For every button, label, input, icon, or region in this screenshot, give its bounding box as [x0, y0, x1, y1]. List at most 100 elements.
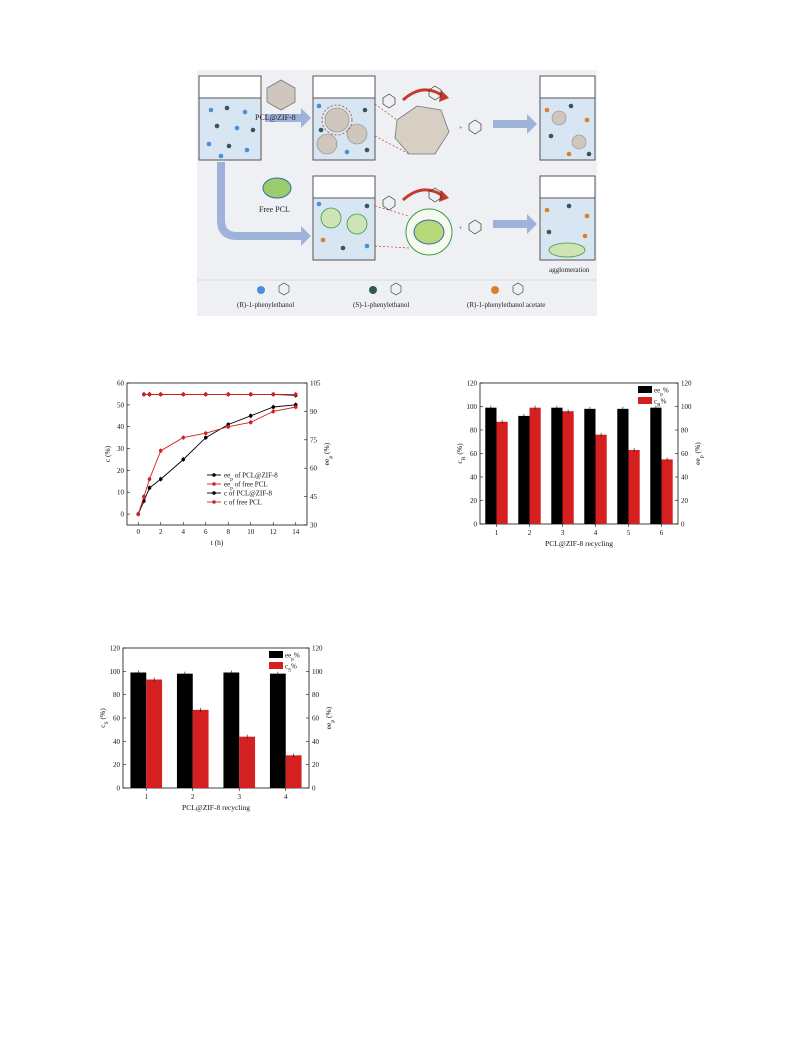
bar-conversion	[192, 709, 209, 788]
data-point	[293, 392, 298, 397]
bar-conversion	[562, 411, 574, 524]
plot-frame	[126, 382, 308, 526]
legend-label: eep of PCL@ZIF-8	[224, 472, 278, 483]
molecule-dot	[544, 207, 550, 213]
y2-tick-label: 0	[681, 521, 685, 529]
legend-dot-acetate	[491, 286, 499, 294]
plot-frame	[479, 382, 679, 525]
y-tick-label: 20	[117, 467, 125, 475]
series-line-3	[137, 406, 296, 515]
molecule-dot	[226, 143, 232, 149]
y2-tick-label: 40	[681, 474, 689, 482]
legend-label: eep%	[654, 387, 669, 398]
data-point	[248, 413, 253, 418]
molecule-dot	[364, 243, 370, 249]
bar-conversion	[628, 449, 640, 524]
y-tick-label: 40	[117, 423, 125, 431]
legend-marker	[212, 500, 216, 504]
data-point	[203, 392, 208, 397]
y2-tick-label: 60	[310, 465, 318, 473]
x-tick-label: 8	[227, 528, 231, 536]
bar-eep	[551, 407, 563, 524]
legend-label: c of PCL@ZIF-8	[224, 490, 273, 498]
y2-tick-label: 20	[312, 761, 320, 769]
molecule-dot	[566, 203, 572, 209]
recycling-chart-s: 0 0 20 20 40 40 60 60 80 80 100 100 120 120 1 2 3 4 PCL@ZI…	[95, 640, 365, 815]
beaker-free-reaction	[312, 175, 376, 261]
x-tick-label: 0	[137, 528, 141, 536]
bar-conversion	[146, 679, 163, 788]
y-tick-label: 100	[110, 668, 121, 676]
y2-tick-label: 40	[312, 738, 320, 746]
y2-axis-label: eep (%)	[324, 706, 336, 729]
data-point	[136, 512, 141, 516]
molecule-dot	[340, 245, 346, 251]
legend-swatch	[638, 386, 652, 393]
bar-chart-s-svg: 0 0 20 20 40 40 60 60 80 80 100 100 120 120 1 2 3 4 PCL@ZI…	[98, 645, 336, 813]
agglomeration-label: agglomeration	[549, 266, 590, 274]
x-axis-label: PCL@ZIF-8 recycling	[545, 539, 613, 548]
data-point	[271, 392, 276, 397]
molecule-dot	[316, 201, 322, 207]
molecule-dot	[318, 127, 324, 133]
enlarged-enzyme-icon	[374, 205, 453, 256]
bar-conversion	[661, 459, 673, 524]
molecule-dot	[218, 153, 224, 159]
molecule-dot	[242, 109, 248, 115]
bar-eep	[518, 415, 530, 524]
conversion-time-chart: 0 10 20 30 40 50 60 30 45 60 75 90 105 0 2 4 6 8 10 12 14 t (…	[95, 375, 340, 570]
molecule-dot	[224, 105, 230, 111]
y-tick-label: 0	[474, 521, 478, 529]
legend-swatch	[638, 397, 652, 404]
x-tick-label: 4	[182, 528, 186, 536]
legend-label-r: (R)-1-phenylethanol	[237, 301, 294, 309]
legend-label: cR%	[654, 398, 667, 409]
legend-label: eep%	[285, 652, 300, 663]
data-point	[181, 457, 186, 462]
scheme-graphic: + + PCL@ZIF-8 Free PCL agglomeration (R)…	[197, 75, 597, 309]
molecule-dot	[362, 107, 368, 113]
bar-chart-r-svg: 0 0 20 20 40 40 60 60 80 80 100 100 120 120 1 2 3 4 5 6 PCL@…	[455, 380, 705, 549]
molecule-dot	[568, 103, 574, 109]
molecule-dot	[584, 117, 590, 123]
y-tick-label: 100	[467, 403, 478, 411]
x-tick-label: 4	[594, 529, 598, 537]
molecule-dot	[316, 103, 322, 109]
zif-label: PCL@ZIF-8	[255, 113, 296, 122]
substrate-molecules	[206, 103, 592, 251]
legend-label-acetate: (R)-1-phenylethanol acetate	[467, 301, 545, 309]
legend-label: cS%	[285, 663, 297, 674]
x-tick-label: 14	[292, 528, 300, 536]
molecule-dot	[566, 151, 572, 157]
enlarged-zif-crystal-icon	[374, 103, 450, 155]
y-tick-label: 10	[117, 489, 125, 497]
molecule-dot	[320, 237, 326, 243]
molecule-dot	[250, 127, 256, 133]
molecule-dot	[344, 149, 350, 155]
molecule-dot	[234, 125, 240, 131]
x-tick-label: 12	[270, 528, 278, 536]
legend-dot-r	[257, 286, 265, 294]
molecule-dot	[244, 147, 250, 153]
data-point	[142, 392, 146, 397]
x-axis-label: t (h)	[211, 538, 224, 547]
x-tick-label: 1	[495, 529, 499, 537]
x-tick-label: 6	[660, 529, 664, 537]
molecule-dot	[208, 107, 214, 113]
legend-swatch	[269, 651, 283, 658]
y-tick-label: 50	[117, 401, 125, 409]
y-axis-label: cR (%)	[455, 443, 467, 464]
data-point	[158, 448, 163, 453]
data-point	[203, 431, 208, 436]
data-point	[248, 420, 253, 425]
x-tick-label: 4	[284, 793, 288, 801]
beaker-zif-product	[539, 75, 596, 161]
bar-conversion	[595, 434, 607, 524]
reaction-scheme: + + PCL@ZIF-8 Free PCL agglomeration (R)…	[197, 70, 597, 316]
molecule-dot	[586, 151, 592, 157]
x-tick-label: 2	[159, 528, 163, 536]
legend-marker	[212, 482, 216, 486]
data-point	[158, 477, 163, 481]
y2-tick-label: 60	[312, 715, 320, 723]
legend-label: c of free PCL	[224, 499, 262, 507]
